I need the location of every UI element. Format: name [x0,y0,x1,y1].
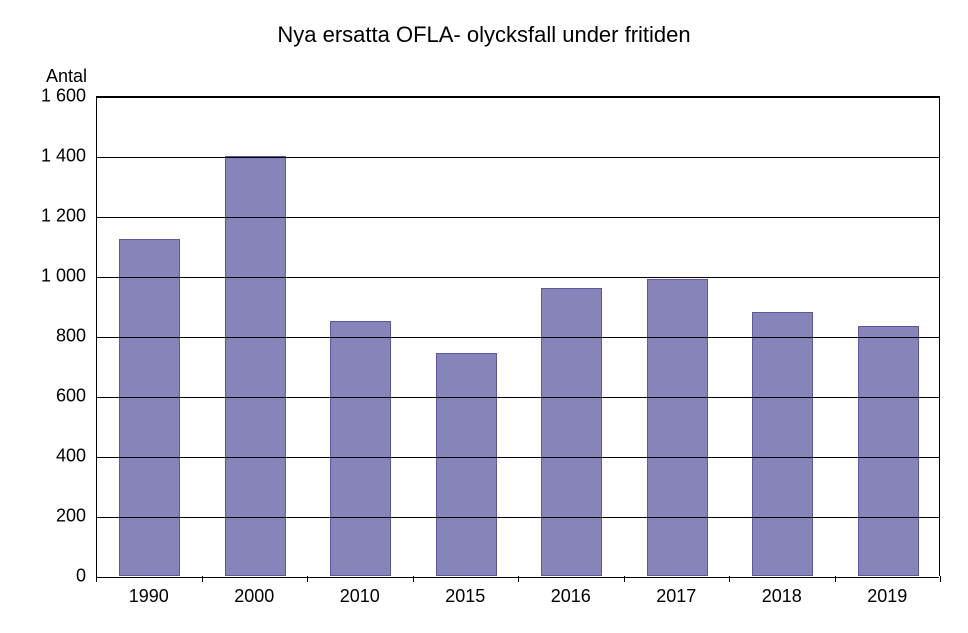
x-tick-mark [624,576,625,582]
x-tick-mark [202,576,203,582]
x-tick-mark [729,576,730,582]
x-tick-mark [307,576,308,582]
gridline [97,457,939,458]
x-tick-label: 2017 [656,586,696,607]
x-tick-mark [940,576,941,582]
bar [858,326,919,577]
chart-title: Nya ersatta OFLA- olycksfall under friti… [0,22,968,48]
gridline [97,277,939,278]
x-tick-mark [96,576,97,582]
gridline [97,517,939,518]
x-tick-mark [413,576,414,582]
y-tick-label: 0 [6,566,86,587]
x-tick-label: 2018 [762,586,802,607]
bar [119,239,180,577]
gridline [97,217,939,218]
y-tick-label: 1 600 [6,86,86,107]
x-tick-mark [518,576,519,582]
gridline [97,97,939,98]
y-tick-label: 1 200 [6,206,86,227]
x-tick-label: 2010 [340,586,380,607]
y-tick-label: 1 400 [6,146,86,167]
x-tick-label: 2016 [551,586,591,607]
bar [647,279,708,576]
x-tick-label: 2019 [867,586,907,607]
y-tick-label: 800 [6,326,86,347]
y-tick-label: 600 [6,386,86,407]
gridline [97,337,939,338]
bar-chart: Nya ersatta OFLA- olycksfall under friti… [0,0,968,633]
x-tick-label: 2000 [234,586,274,607]
x-tick-mark [835,576,836,582]
bar [436,353,497,577]
bar [225,156,286,576]
x-tick-label: 1990 [129,586,169,607]
bar [541,288,602,576]
x-tick-label: 2015 [445,586,485,607]
gridline [97,397,939,398]
bar [330,321,391,576]
y-tick-label: 400 [6,446,86,467]
gridline [97,157,939,158]
y-axis-label: Antal [46,66,87,87]
y-tick-label: 200 [6,506,86,527]
y-tick-label: 1 000 [6,266,86,287]
plot-area [96,96,940,576]
bar [752,312,813,576]
